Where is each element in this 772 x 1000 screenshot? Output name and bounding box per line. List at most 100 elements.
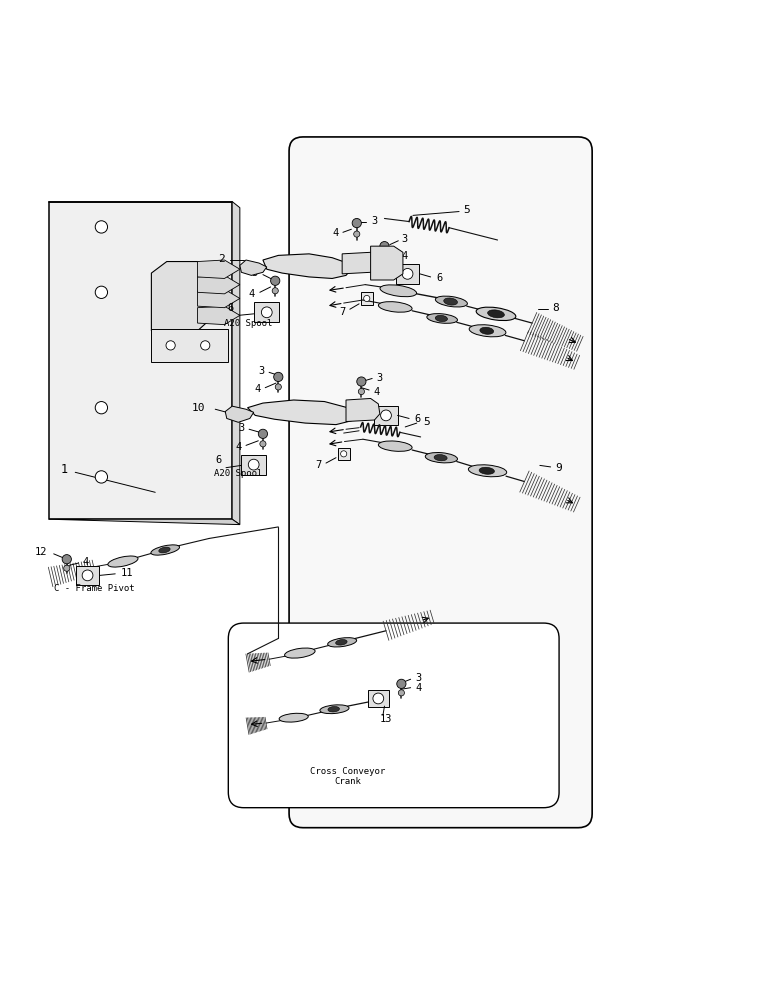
Text: A20 Spool: A20 Spool [215,469,262,478]
Circle shape [352,258,361,268]
Text: 3: 3 [401,234,408,244]
Text: 5: 5 [423,417,430,427]
Circle shape [276,384,281,390]
Bar [76,566,99,585]
Circle shape [95,286,107,298]
Text: 4: 4 [83,557,90,567]
Ellipse shape [435,296,467,307]
Circle shape [402,268,413,279]
Text: 6: 6 [415,414,421,424]
Circle shape [64,565,69,571]
Text: 4: 4 [415,683,422,693]
Text: 3: 3 [415,673,422,683]
Circle shape [380,242,389,251]
Text: 4: 4 [332,228,338,238]
Ellipse shape [480,327,493,334]
Bar [242,455,266,475]
Ellipse shape [476,307,516,321]
Circle shape [397,679,406,688]
Polygon shape [198,275,240,294]
Circle shape [340,451,347,457]
Ellipse shape [320,705,349,714]
Circle shape [358,388,364,395]
Ellipse shape [479,467,494,474]
Polygon shape [232,202,240,525]
Circle shape [260,441,266,447]
FancyBboxPatch shape [229,623,559,808]
Polygon shape [225,406,254,422]
Circle shape [262,307,273,318]
Circle shape [373,693,384,704]
Ellipse shape [469,325,506,337]
Text: 13: 13 [380,714,392,724]
Ellipse shape [444,298,458,305]
Text: 3: 3 [371,216,378,226]
Polygon shape [198,289,240,308]
Circle shape [357,405,366,415]
Circle shape [271,276,279,285]
Text: A20 Spool: A20 Spool [225,319,273,328]
Text: 6: 6 [436,273,442,283]
FancyBboxPatch shape [289,137,592,828]
Polygon shape [263,254,351,278]
Text: 5: 5 [463,205,469,215]
Circle shape [95,471,107,483]
Text: 3: 3 [376,373,382,383]
Text: 2: 2 [218,254,225,264]
Text: 4: 4 [401,251,408,261]
Ellipse shape [469,465,506,477]
Polygon shape [198,306,240,325]
Circle shape [381,258,391,268]
Bar [361,292,373,305]
Circle shape [95,402,107,414]
Ellipse shape [151,545,180,555]
Text: 9: 9 [555,463,562,473]
Ellipse shape [159,547,170,553]
Ellipse shape [427,314,458,323]
Circle shape [364,295,370,302]
Ellipse shape [336,640,347,645]
Polygon shape [151,262,213,331]
Polygon shape [248,400,355,425]
Text: 4: 4 [249,289,255,299]
Text: 7: 7 [315,460,321,470]
Circle shape [95,221,107,233]
Polygon shape [342,252,382,274]
Text: 12: 12 [35,547,48,557]
Text: 7: 7 [339,307,345,317]
Circle shape [354,231,360,237]
Text: 3: 3 [252,268,258,278]
Text: 4: 4 [254,384,261,394]
Text: 6: 6 [228,303,234,313]
Polygon shape [49,519,240,525]
Text: Cross Conveyor
Crank: Cross Conveyor Crank [310,767,385,786]
Ellipse shape [108,556,138,567]
Bar [255,302,279,322]
Polygon shape [198,260,240,278]
Ellipse shape [435,315,448,322]
Polygon shape [240,260,267,275]
Text: 4: 4 [235,442,242,452]
Circle shape [259,429,268,438]
Ellipse shape [488,310,504,318]
Circle shape [201,341,210,350]
Circle shape [273,288,279,294]
Text: 3: 3 [239,423,245,433]
Circle shape [381,410,391,421]
Text: 3: 3 [258,366,265,376]
Bar [396,264,419,284]
Text: 1: 1 [61,463,68,476]
Ellipse shape [434,455,447,461]
Circle shape [352,218,361,228]
Text: 10: 10 [191,403,205,413]
Ellipse shape [328,706,340,712]
Circle shape [357,377,366,386]
Ellipse shape [327,638,357,647]
Polygon shape [371,246,403,280]
Bar [374,406,398,425]
Text: C - Frame Pivot: C - Frame Pivot [54,584,134,593]
Ellipse shape [380,285,417,297]
Text: 11: 11 [120,568,133,578]
Polygon shape [49,202,232,519]
Text: 6: 6 [215,455,222,465]
